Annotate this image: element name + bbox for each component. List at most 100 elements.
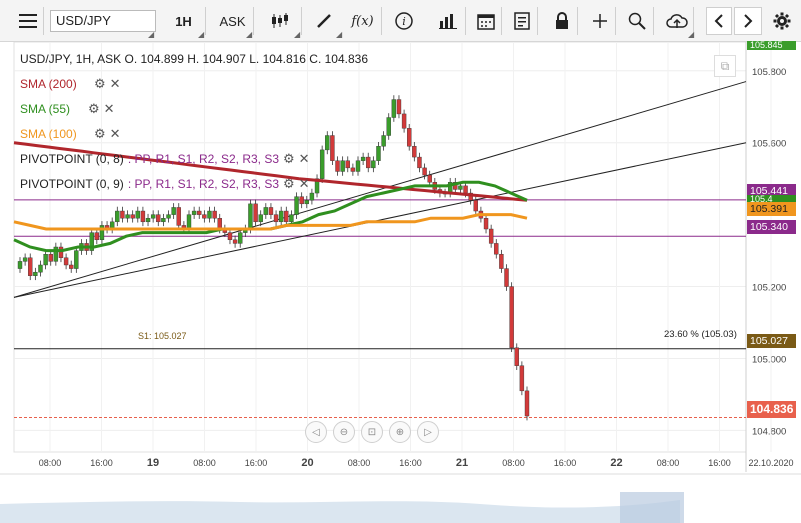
fib-label: 23.60 % (105.03) <box>664 329 737 340</box>
upload-dropdown-icon[interactable]: ◢ <box>688 30 695 39</box>
gear-icon[interactable]: ⚙ <box>88 101 100 116</box>
settings-button[interactable] <box>768 7 796 35</box>
candle-body <box>371 160 376 169</box>
zoom-in-icon: ⊕ <box>395 426 405 438</box>
candle-body <box>171 207 176 215</box>
gear-icon[interactable]: ⚙ <box>283 151 295 166</box>
chart-type-button[interactable] <box>258 7 302 35</box>
menu-button[interactable] <box>12 7 44 35</box>
draw-tool-button[interactable] <box>308 7 340 35</box>
candle-body <box>396 99 402 115</box>
y-tick-label: 105.800 <box>752 67 786 78</box>
x-tick-label: 08:00 <box>193 458 216 468</box>
candle-body <box>494 243 499 255</box>
info-button[interactable]: i <box>388 7 420 35</box>
y-tick-label: 105.000 <box>752 354 786 365</box>
reset-view-button[interactable]: ⊡ <box>361 421 383 443</box>
scroll-left-button[interactable]: ◁ <box>305 421 327 443</box>
close-icon[interactable]: ✕ <box>103 101 115 116</box>
candle-body <box>488 228 494 244</box>
legend-sma-100[interactable]: SMA (100) ⚙ ✕ <box>20 126 121 142</box>
draw-dropdown-icon[interactable]: ◢ <box>336 30 343 39</box>
hamburger-icon <box>18 14 37 28</box>
price-chart[interactable]: 105.800 105.600 105.200 105.000 104.800 08:00… <box>0 42 801 523</box>
calendar-button[interactable] <box>470 7 502 35</box>
x-tick-label: 22.10.2020 <box>748 458 793 468</box>
candle-body <box>268 207 274 215</box>
chart-area[interactable]: 105.800 105.600 105.200 105.000 104.800 08:00… <box>0 41 801 523</box>
function-button[interactable]: f(x) <box>344 7 382 35</box>
candle-body <box>468 192 473 201</box>
close-icon[interactable]: ✕ <box>298 151 310 166</box>
candle-body <box>202 214 207 219</box>
crosshair-button[interactable] <box>584 7 616 35</box>
timeframe-label: 1H <box>175 13 192 29</box>
candle-body <box>43 253 48 266</box>
candle-body <box>115 210 120 223</box>
cloud-upload-icon <box>665 14 688 28</box>
close-icon[interactable]: ✕ <box>298 176 310 191</box>
legend-sma-55-label: SMA (55) <box>20 102 71 116</box>
symbol-dropdown-icon[interactable]: ◢ <box>148 30 155 39</box>
price-tag-sma200: 105.441 <box>747 184 796 198</box>
forward-button[interactable] <box>734 7 762 35</box>
legend-pivot-9[interactable]: PIVOTPOINT (0, 9) : PP, R1, S1, R2, S2, … <box>20 176 310 192</box>
candle-body <box>309 192 315 201</box>
close-icon[interactable]: ✕ <box>109 126 121 141</box>
symbol-input[interactable]: USD/JPY <box>50 10 156 32</box>
price-type-dropdown-icon[interactable]: ◢ <box>246 30 253 39</box>
gear-icon[interactable]: ⚙ <box>94 76 106 91</box>
candle-body <box>427 174 432 183</box>
candle-body <box>319 149 325 179</box>
candle-body <box>263 207 269 215</box>
lock-icon <box>555 12 568 29</box>
gear-icon[interactable]: ⚙ <box>94 126 106 141</box>
chart-type-dropdown-icon[interactable]: ◢ <box>294 30 301 39</box>
legend-sma-55[interactable]: SMA (55) ⚙ ✕ <box>20 101 115 117</box>
candle-body <box>94 232 100 241</box>
candle-body <box>135 210 140 219</box>
candle-body <box>69 264 74 269</box>
y-tick-label: 104.800 <box>752 426 786 437</box>
legend-sma-200-label: SMA (200) <box>20 77 77 91</box>
timeframe-dropdown-icon[interactable]: ◢ <box>198 30 205 39</box>
zoom-button[interactable] <box>620 7 654 35</box>
price-type-button[interactable]: ASK <box>212 7 254 35</box>
candle-body <box>33 271 38 276</box>
candle-body <box>238 232 243 244</box>
candle-body <box>74 250 79 269</box>
lock-button[interactable] <box>546 7 578 35</box>
scroll-right-button[interactable]: ▷ <box>417 421 439 443</box>
notes-button[interactable] <box>506 7 538 35</box>
timeframe-button[interactable]: 1H <box>162 7 206 35</box>
legend-pivot-8[interactable]: PIVOTPOINT (0, 8) : PP, R1, S1, R2, S2, … <box>20 151 310 167</box>
candle-body <box>125 214 130 219</box>
x-tick-label: 22 <box>610 457 622 469</box>
candle-body <box>299 196 304 205</box>
candle-body <box>519 365 525 392</box>
candle-body <box>22 257 28 262</box>
close-icon[interactable]: ✕ <box>109 76 121 91</box>
legend-pivot-9-levels: : PP, R1, S1, R2, S2, R3, S3 <box>127 177 280 191</box>
price-tag-sma55: 105.4 <box>747 195 796 204</box>
zoom-out-button[interactable]: ⊖ <box>333 421 355 443</box>
legend-sma-200[interactable]: SMA (200) ⚙ ✕ <box>20 76 121 92</box>
back-button[interactable] <box>706 7 732 35</box>
candle-body <box>422 167 427 176</box>
candle-body <box>278 210 284 223</box>
gear-icon <box>773 12 791 30</box>
candle-body <box>350 167 356 172</box>
candle-body <box>360 156 366 161</box>
gear-icon[interactable]: ⚙ <box>283 176 295 191</box>
candle-body <box>273 214 279 223</box>
candle-body <box>166 214 171 219</box>
crosshair-icon <box>592 14 607 28</box>
candle-body <box>401 113 407 129</box>
candle-body <box>407 128 412 147</box>
upload-button[interactable] <box>660 7 694 35</box>
volume-button[interactable] <box>430 7 466 35</box>
expand-chart-button[interactable]: ⧉ <box>714 55 736 77</box>
zoom-in-button[interactable]: ⊕ <box>389 421 411 443</box>
price-tag-pivot: 105.340 <box>747 220 796 234</box>
y-tick-label: 105.200 <box>752 283 786 294</box>
